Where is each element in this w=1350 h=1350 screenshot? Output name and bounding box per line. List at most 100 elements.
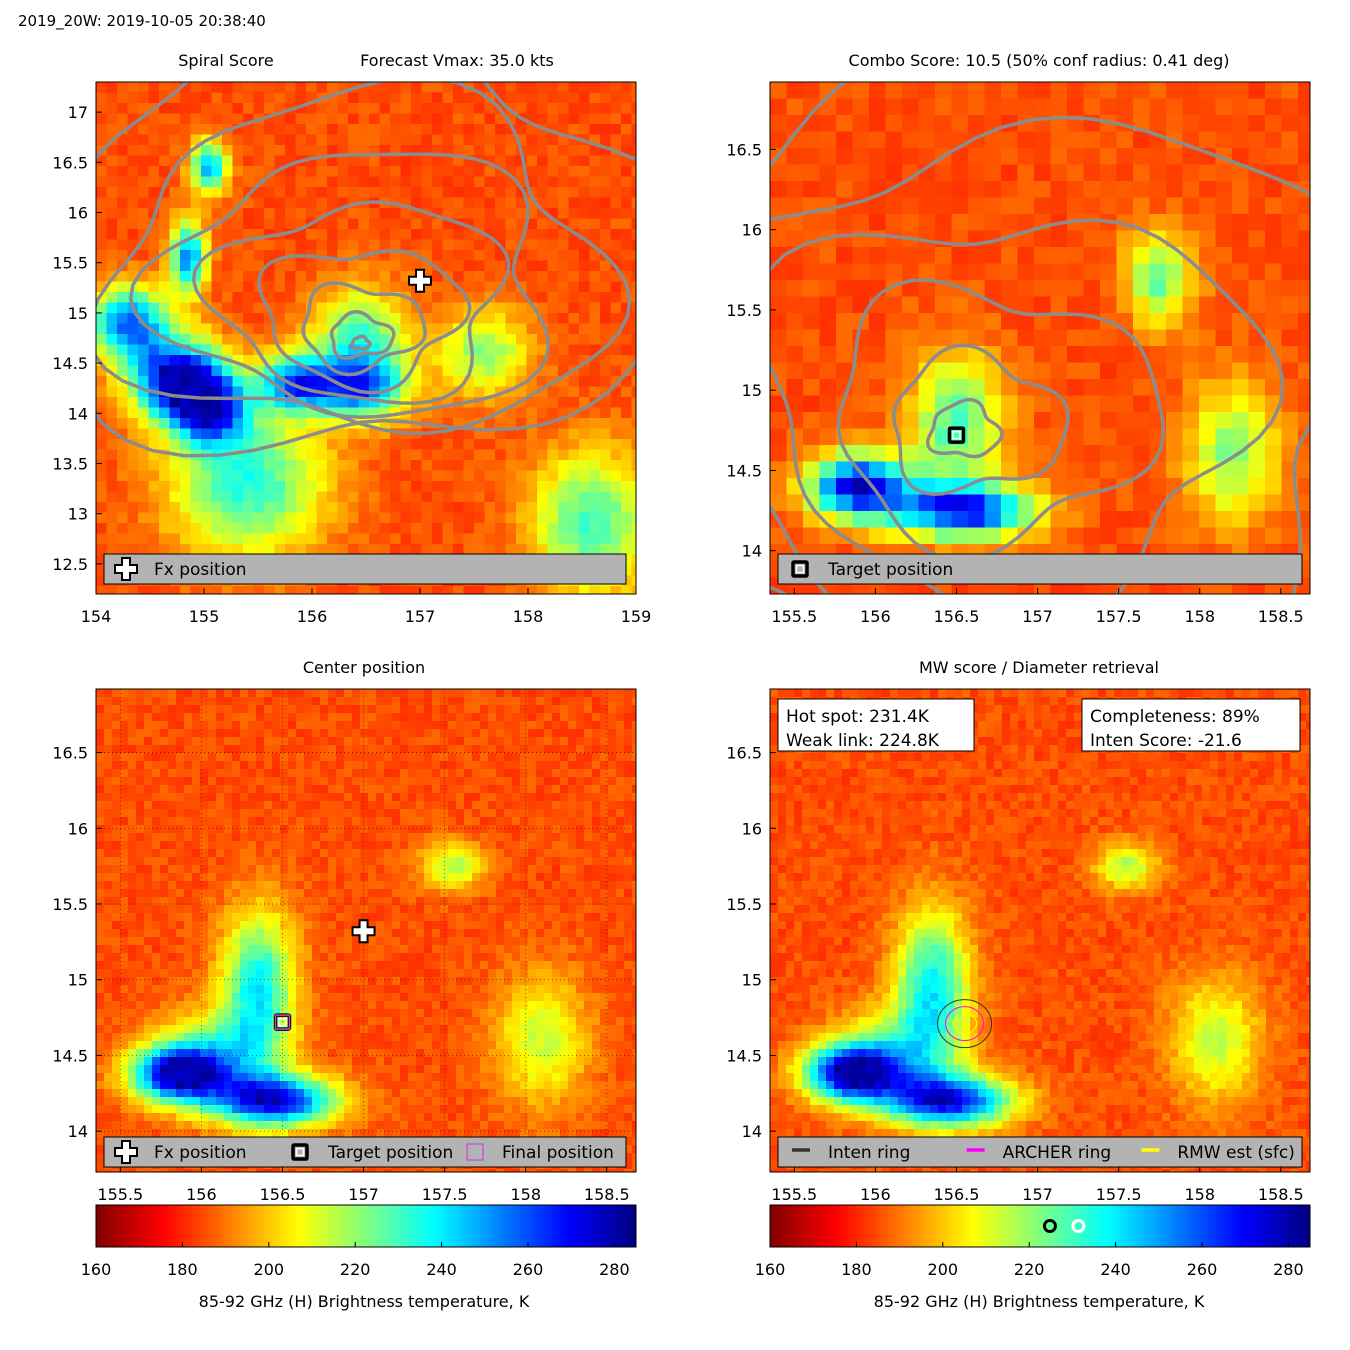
- heatmap-cell: [285, 260, 297, 272]
- heatmap-cell: [288, 737, 297, 746]
- heatmap-cell: [576, 825, 585, 834]
- heatmap-cell: [568, 729, 577, 738]
- heatmap-cell: [1298, 362, 1310, 380]
- heatmap-cell: [411, 376, 423, 388]
- heatmap-cell: [526, 344, 538, 356]
- heatmap-cell: [505, 239, 517, 251]
- heatmap-cell: [169, 323, 181, 335]
- heatmap-cell: [560, 825, 569, 834]
- heatmap-cell: [579, 145, 591, 157]
- heatmap-cell: [1133, 461, 1151, 479]
- heatmap-cell: [358, 145, 370, 157]
- heatmap-cell: [369, 523, 381, 535]
- heatmap-cell: [306, 302, 318, 314]
- heatmap-cell: [579, 439, 591, 451]
- heatmap-cell: [1265, 131, 1283, 149]
- heatmap-cell: [495, 82, 507, 94]
- heatmap-cell: [568, 713, 577, 722]
- heatmap-cell: [1232, 412, 1250, 430]
- heatmap-cell: [222, 512, 234, 524]
- heatmap-cell: [528, 809, 537, 818]
- heatmap-cell: [632, 833, 636, 842]
- heatmap-cell: [285, 187, 297, 199]
- heatmap-cell: [819, 313, 837, 331]
- heatmap-cell: [312, 809, 321, 818]
- heatmap-cell: [117, 134, 129, 146]
- heatmap-cell: [337, 344, 349, 356]
- heatmap-cell: [104, 705, 113, 714]
- heatmap-cell: [211, 208, 223, 220]
- heatmap-cell: [211, 460, 223, 472]
- heatmap-cell: [168, 817, 177, 826]
- heatmap-cell: [526, 481, 538, 493]
- heatmap-cell: [421, 166, 433, 178]
- heatmap-cell: [1265, 428, 1283, 446]
- heatmap-cell: [96, 697, 105, 706]
- heatmap-cell: [1017, 445, 1035, 463]
- heatmap-cell: [348, 187, 360, 199]
- heatmap-cell: [138, 397, 150, 409]
- heatmap-cell: [336, 745, 345, 754]
- heatmap-cell: [463, 344, 475, 356]
- heatmap-cell: [1215, 329, 1233, 347]
- heatmap-cell: [480, 729, 489, 738]
- heatmap-cell: [106, 512, 118, 524]
- heatmap-cell: [505, 113, 517, 125]
- heatmap-cell: [358, 512, 370, 524]
- heatmap-cell: [256, 737, 265, 746]
- heatmap-cell: [127, 229, 139, 241]
- heatmap-cell: [416, 793, 425, 802]
- heatmap-cell: [1232, 494, 1250, 512]
- heatmap-cell: [376, 825, 385, 834]
- heatmap-cell: [148, 313, 160, 325]
- heatmap-cell: [222, 292, 234, 304]
- heatmap-cell: [264, 313, 276, 325]
- heatmap-cell: [558, 407, 570, 419]
- heatmap-cell: [136, 737, 145, 746]
- heatmap-cell: [392, 729, 401, 738]
- heatmap-cell: [852, 280, 870, 298]
- heatmap-cell: [512, 689, 521, 698]
- heatmap-cell: [348, 166, 360, 178]
- heatmap-cell: [852, 395, 870, 413]
- heatmap-cell: [112, 809, 121, 818]
- heatmap-cell: [558, 512, 570, 524]
- heatmap-cell: [579, 239, 591, 251]
- heatmap-cell: [232, 481, 244, 493]
- heatmap-cell: [327, 271, 339, 283]
- heatmap-cell: [285, 134, 297, 146]
- heatmap-cell: [327, 313, 339, 325]
- heatmap-cell: [316, 103, 328, 115]
- heatmap-cell: [621, 544, 633, 556]
- heatmap-cell: [316, 260, 328, 272]
- heatmap-cell: [819, 296, 837, 314]
- heatmap-cell: [148, 481, 160, 493]
- heatmap-cell: [1215, 115, 1233, 133]
- heatmap-cell: [608, 689, 617, 698]
- heatmap-cell: [1215, 247, 1233, 265]
- heatmap-cell: [621, 323, 633, 335]
- heatmap-cell: [190, 533, 202, 545]
- heatmap-cell: [1232, 478, 1250, 496]
- heatmap-cell: [984, 313, 1002, 331]
- heatmap-cell: [296, 689, 305, 698]
- heatmap-cell: [379, 470, 391, 482]
- heatmap-cell: [138, 439, 150, 451]
- heatmap-cell: [390, 229, 402, 241]
- heatmap-cell: [184, 729, 193, 738]
- heatmap-cell: [264, 407, 276, 419]
- heatmap-cell: [358, 134, 370, 146]
- heatmap-cell: [786, 379, 804, 397]
- heatmap-cell: [1281, 263, 1299, 281]
- heatmap-cell: [589, 250, 601, 262]
- heatmap-cell: [96, 376, 108, 388]
- heatmap-cell: [328, 729, 337, 738]
- heatmap-cell: [336, 737, 345, 746]
- heatmap-cell: [253, 166, 265, 178]
- heatmap-cell: [1149, 346, 1167, 364]
- heatmap-cell: [472, 769, 481, 778]
- heatmap-cell: [968, 527, 986, 545]
- contour-line: [329, 310, 396, 360]
- heatmap-cell: [600, 355, 612, 367]
- heatmap-cell: [384, 817, 393, 826]
